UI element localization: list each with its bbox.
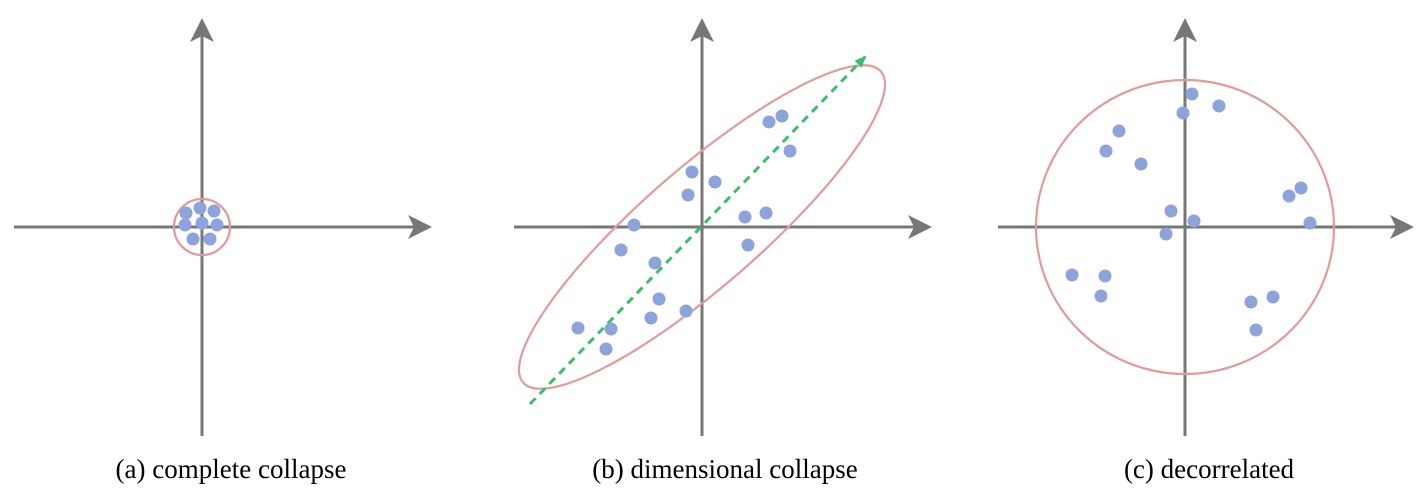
ellipse-outline (517, 64, 887, 390)
panel-dimensional-collapse: (b) dimensional collapse (514, 18, 932, 484)
caption-decorrelated: (c) decorrelated (1124, 454, 1295, 484)
data-point (604, 322, 618, 336)
data-point (1134, 157, 1148, 171)
spread-ellipse (1034, 78, 1336, 376)
data-point (741, 238, 755, 252)
x-axis-arrowhead (1390, 215, 1414, 239)
data-point (1099, 144, 1113, 158)
data-point (762, 115, 776, 129)
embedding-points (178, 201, 224, 246)
principal-direction (528, 55, 867, 406)
ellipse-outline (1034, 78, 1336, 376)
data-point (571, 321, 585, 335)
data-point (1249, 323, 1263, 337)
direction-dashed-arrow (528, 55, 867, 406)
data-point (1187, 214, 1201, 228)
data-point (679, 304, 693, 318)
embedding-points (1065, 87, 1317, 337)
caption-complete-collapse: (a) complete collapse (116, 454, 347, 484)
data-point (1159, 227, 1173, 241)
data-point (1212, 99, 1226, 113)
data-point (179, 206, 193, 220)
data-point (1094, 289, 1108, 303)
data-point (1282, 189, 1296, 203)
data-point (1244, 295, 1258, 309)
panel-complete-collapse: (a) complete collapse (14, 18, 432, 484)
data-point (759, 206, 773, 220)
data-point (685, 165, 699, 179)
data-point (1185, 87, 1199, 101)
data-point (652, 292, 666, 306)
data-point (775, 109, 789, 123)
data-point (599, 342, 613, 356)
data-point (644, 311, 658, 325)
data-point (627, 218, 641, 232)
data-point (207, 204, 221, 218)
data-point (193, 201, 207, 215)
data-point (648, 256, 662, 270)
spread-ellipse (517, 64, 887, 390)
y-axis-arrowhead (190, 18, 214, 42)
data-point (681, 188, 695, 202)
data-point (1303, 216, 1317, 230)
spread-ellipse (172, 197, 232, 257)
data-point (1294, 181, 1308, 195)
data-point (738, 210, 752, 224)
data-point (203, 232, 217, 246)
data-point (1098, 269, 1112, 283)
x-axis-arrowhead (908, 215, 932, 239)
data-point (1266, 290, 1280, 304)
data-point (186, 232, 200, 246)
data-point (1112, 124, 1126, 138)
data-point (178, 218, 192, 232)
data-point (783, 144, 797, 158)
y-axis-arrowhead (690, 18, 714, 42)
data-point (1164, 204, 1178, 218)
data-point (614, 243, 628, 257)
x-axis-arrowhead (408, 215, 432, 239)
y-axis-arrowhead (1173, 18, 1197, 42)
caption-dimensional-collapse: (b) dimensional collapse (592, 454, 857, 484)
ellipse-outline (172, 197, 232, 257)
embedding-points (571, 109, 797, 356)
data-point (1065, 268, 1079, 282)
data-point (1176, 106, 1190, 120)
data-point (708, 175, 722, 189)
data-point (195, 216, 209, 230)
panel-decorrelated: (c) decorrelated (998, 18, 1414, 484)
data-point (210, 218, 224, 232)
